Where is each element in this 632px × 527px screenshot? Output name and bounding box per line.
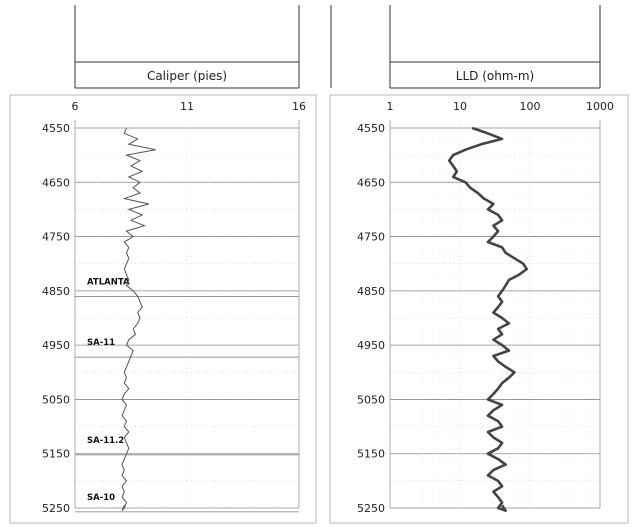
caliper-x-tick-label: 11 [180, 100, 194, 113]
caliper-grid [74, 120, 300, 509]
caliper-depth-tick-label: 4850 [42, 285, 70, 298]
lld-x-tick-label: 10 [453, 100, 467, 113]
formation-label: SA-11.2 [87, 436, 124, 446]
caliper-header-label: Caliper (pies) [147, 69, 227, 83]
lld-depth-tick-label: 4650 [357, 176, 385, 189]
caliper-panel-frame [9, 94, 317, 524]
lld-grid [389, 120, 601, 509]
caliper-depth-tick-label: 5250 [42, 502, 70, 515]
lld-depth-tick-label: 5150 [357, 448, 385, 461]
llb-panel-frame [329, 94, 629, 524]
lld-x-tick-label: 1 [387, 100, 394, 113]
llb-header-label: LLD (ohm-m) [456, 69, 534, 83]
lld-depth-tick-label: 4850 [357, 285, 385, 298]
lld-depth-tick-label: 5250 [357, 502, 385, 515]
header-area [74, 5, 601, 89]
lld-depth-tick-label: 4750 [357, 231, 385, 244]
caliper-y-ticks: 4550 4650 4750 4850 4950 5050 5150 5250 [42, 122, 70, 515]
formation-label: ATLANTA [87, 277, 130, 287]
caliper-depth-tick-label: 4650 [42, 176, 70, 189]
lld-depth-tick-label: 5050 [357, 393, 385, 406]
caliper-depth-tick-label: 5050 [42, 393, 70, 406]
lld-track: 1 10 100 1000 4550 4650 4750 4850 4950 5050 5150 5… [357, 100, 614, 515]
lld-x-tick-label: 100 [520, 100, 541, 113]
caliper-track: 6 11 16 4550 4650 4750 4850 4950 5050 5150 5250 A… [42, 100, 306, 515]
lld-depth-tick-label: 4950 [357, 339, 385, 352]
caliper-x-tick-label: 6 [72, 100, 79, 113]
formation-label: SA-11 [87, 338, 115, 348]
lld-x-tick-label: 1000 [586, 100, 614, 113]
caliper-x-ticks: 6 11 16 [72, 100, 307, 113]
caliper-x-tick-label: 16 [292, 100, 306, 113]
caliper-formation-marks: ATLANTA SA-11 SA-11.2 SA-10 [75, 277, 299, 513]
lld-depth-tick-label: 4550 [357, 122, 385, 135]
caliper-depth-tick-label: 5150 [42, 448, 70, 461]
caliper-depth-tick-label: 4550 [42, 122, 70, 135]
formation-label: SA-10 [87, 493, 115, 503]
caliper-depth-tick-label: 4750 [42, 231, 70, 244]
lld-x-ticks: 1 10 100 1000 [387, 100, 615, 113]
caliper-depth-tick-label: 4950 [42, 339, 70, 352]
caliper-curve [121, 127, 156, 512]
lld-y-ticks: 4550 4650 4750 4850 4950 5050 5150 5250 [357, 122, 385, 515]
lld-curve [447, 126, 529, 513]
